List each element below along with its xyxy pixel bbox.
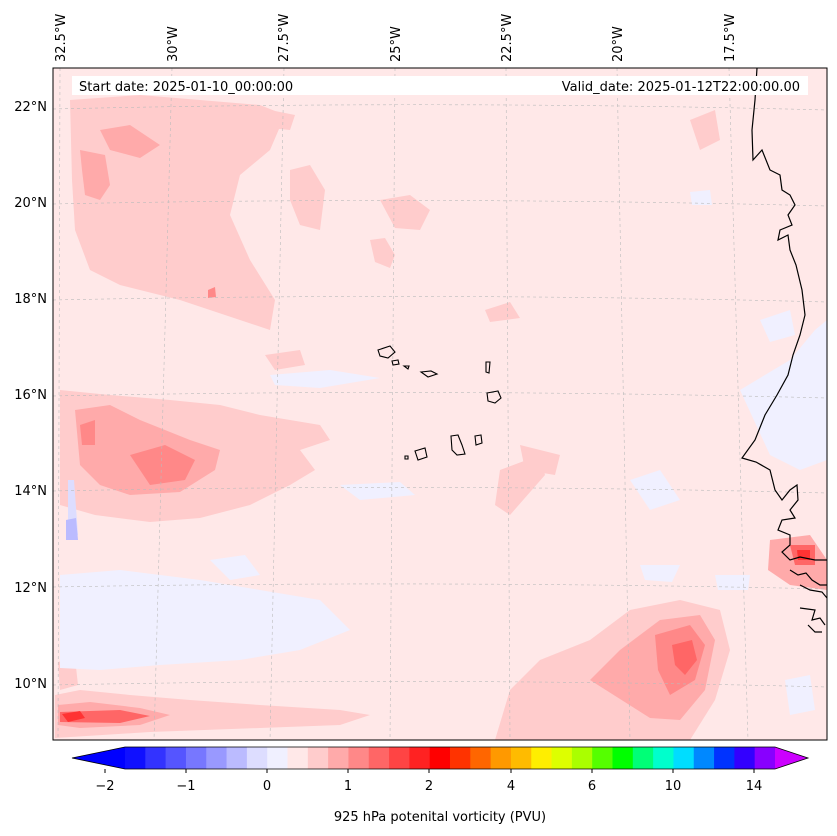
longitude-labels: 32.5°W 30°W 27.5°W 25°W 22.5°W 20°W 17.5… xyxy=(54,14,738,62)
pv-negative-contours xyxy=(60,190,827,715)
colorbar-segment xyxy=(368,747,390,769)
colorbar-segment xyxy=(592,747,613,769)
colorbar-segment xyxy=(287,747,309,769)
lon-label: 25°W xyxy=(389,26,404,62)
colorbar-segment xyxy=(328,747,349,769)
colorbar-ticks xyxy=(104,769,755,773)
colorbar-segment xyxy=(470,747,492,769)
lat-label: 18°N xyxy=(14,292,47,307)
colorbar-tick-label: 4 xyxy=(507,779,515,794)
colorbar-segment xyxy=(429,747,451,769)
lat-label: 22°N xyxy=(14,100,47,115)
lon-label: 30°W xyxy=(166,26,181,62)
colorbar-label: 925 hPa potenital vorticity (PVU) xyxy=(334,810,546,825)
colorbar-segment xyxy=(693,747,715,769)
colorbar-tick-label: 1 xyxy=(344,779,352,794)
header-box xyxy=(72,76,808,95)
colorbar-segment xyxy=(551,747,573,769)
colorbar-outline xyxy=(71,746,810,770)
colorbar-segment xyxy=(409,747,431,769)
gridlines xyxy=(53,68,827,740)
colorbar-segment xyxy=(389,747,410,769)
colorbar-segment xyxy=(734,747,756,769)
lon-label: 27.5°W xyxy=(277,14,292,62)
colorbar-tick-label: −2 xyxy=(95,779,114,794)
lat-label: 20°N xyxy=(14,196,47,211)
colorbar-tick-label: 6 xyxy=(588,779,596,794)
lat-label: 14°N xyxy=(14,484,47,499)
colorbar-segment xyxy=(714,747,735,769)
lon-label: 32.5°W xyxy=(54,14,69,62)
colorbar-segment xyxy=(226,747,248,769)
coastline-west-africa xyxy=(741,68,827,633)
colorbar-extend-high xyxy=(775,747,808,769)
lon-label: 20°W xyxy=(611,26,626,62)
colorbar-segment xyxy=(145,747,167,769)
lon-label: 17.5°W xyxy=(723,14,738,62)
colorbar-segment xyxy=(571,747,593,769)
colorbar-segment xyxy=(246,747,268,769)
colorbar-segment xyxy=(267,747,288,769)
cape-verde-islands xyxy=(377,345,502,461)
colorbar-segment xyxy=(206,747,228,769)
colorbar-segment xyxy=(653,747,674,769)
colorbar-segment xyxy=(510,747,532,769)
colorbar-tick-label: −1 xyxy=(176,779,195,794)
colorbar-segment xyxy=(348,747,370,769)
lat-label: 16°N xyxy=(14,388,47,403)
colorbar-segment xyxy=(450,747,471,769)
colorbar-segment xyxy=(125,747,146,769)
colorbar: −2 −1 0 1 2 4 6 10 14 925 hPa potenital … xyxy=(71,746,810,825)
map-panel xyxy=(53,68,827,740)
latitude-labels: 22°N 20°N 18°N 16°N 14°N 12°N 10°N xyxy=(14,100,47,692)
lon-label: 22.5°W xyxy=(500,14,515,62)
colorbar-segment xyxy=(673,747,695,769)
colorbar-segment xyxy=(490,747,512,769)
lat-label: 12°N xyxy=(14,581,47,596)
colorbar-segment xyxy=(754,747,776,769)
valid-date-label: Valid_date: 2025-01-12T22:00:00.00 xyxy=(562,80,800,95)
colorbar-tick-label: 14 xyxy=(746,779,763,794)
map-frame xyxy=(52,67,828,741)
colorbar-segment xyxy=(531,747,553,769)
colorbar-segment xyxy=(165,747,187,769)
start-date-label: Start date: 2025-01-10_00:00:00 xyxy=(79,80,293,95)
colorbar-segments xyxy=(125,747,776,769)
lat-label: 10°N xyxy=(14,677,47,692)
colorbar-tick-label: 0 xyxy=(263,779,271,794)
colorbar-segment xyxy=(307,747,329,769)
colorbar-segment xyxy=(185,747,207,769)
colorbar-tick-label: 2 xyxy=(425,779,433,794)
pv-positive-contours xyxy=(55,95,827,740)
colorbar-tick-label: 10 xyxy=(665,779,682,794)
colorbar-tick-labels: −2 −1 0 1 2 4 6 10 14 xyxy=(95,779,762,794)
colorbar-extend-low xyxy=(72,747,125,769)
colorbar-segment xyxy=(612,747,634,769)
colorbar-segment xyxy=(632,747,654,769)
